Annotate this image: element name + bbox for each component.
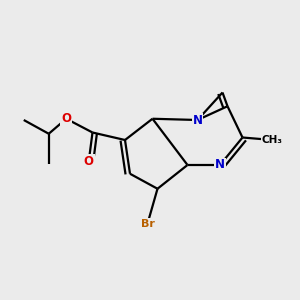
Text: Br: Br — [141, 219, 154, 229]
Text: O: O — [61, 112, 71, 125]
Text: N: N — [215, 158, 225, 172]
Text: O: O — [84, 155, 94, 168]
Text: N: N — [193, 113, 202, 127]
Text: CH₃: CH₃ — [262, 135, 283, 145]
